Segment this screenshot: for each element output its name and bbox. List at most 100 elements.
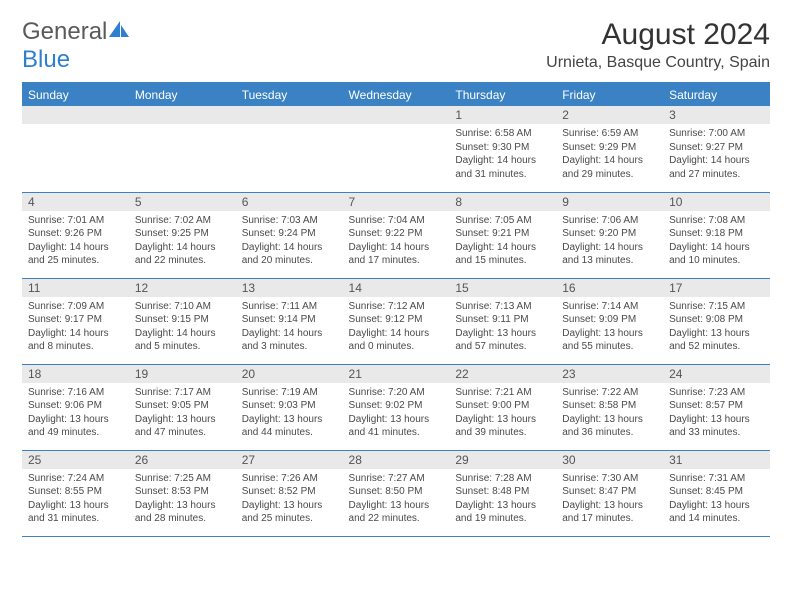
calendar-cell: 4Sunrise: 7:01 AMSunset: 9:26 PMDaylight… xyxy=(22,192,129,278)
calendar-cell: 6Sunrise: 7:03 AMSunset: 9:24 PMDaylight… xyxy=(236,192,343,278)
sunset-text: Sunset: 9:09 PM xyxy=(562,313,657,327)
sunrise-text: Sunrise: 7:17 AM xyxy=(135,386,230,400)
sunset-text: Sunset: 9:15 PM xyxy=(135,313,230,327)
day-data: Sunrise: 7:06 AMSunset: 9:20 PMDaylight:… xyxy=(556,211,663,272)
calendar-cell: 1Sunrise: 6:58 AMSunset: 9:30 PMDaylight… xyxy=(449,106,556,192)
sunrise-text: Sunrise: 7:28 AM xyxy=(455,472,550,486)
sunset-text: Sunset: 9:20 PM xyxy=(562,227,657,241)
day-number: 3 xyxy=(663,106,770,124)
sunset-text: Sunset: 8:55 PM xyxy=(28,485,123,499)
day-number: 15 xyxy=(449,279,556,297)
day-number: 30 xyxy=(556,451,663,469)
daylight-text: Daylight: 13 hours and 17 minutes. xyxy=(562,499,657,526)
sunrise-text: Sunrise: 7:16 AM xyxy=(28,386,123,400)
calendar-row: 18Sunrise: 7:16 AMSunset: 9:06 PMDayligh… xyxy=(22,364,770,450)
calendar-cell: 11Sunrise: 7:09 AMSunset: 9:17 PMDayligh… xyxy=(22,278,129,364)
day-number: 9 xyxy=(556,193,663,211)
daylight-text: Daylight: 13 hours and 39 minutes. xyxy=(455,413,550,440)
calendar-cell: 19Sunrise: 7:17 AMSunset: 9:05 PMDayligh… xyxy=(129,364,236,450)
day-data: Sunrise: 7:31 AMSunset: 8:45 PMDaylight:… xyxy=(663,469,770,530)
sunset-text: Sunset: 8:57 PM xyxy=(669,399,764,413)
calendar-cell: 12Sunrise: 7:10 AMSunset: 9:15 PMDayligh… xyxy=(129,278,236,364)
daylight-text: Daylight: 13 hours and 25 minutes. xyxy=(242,499,337,526)
sunset-text: Sunset: 9:00 PM xyxy=(455,399,550,413)
day-number: 8 xyxy=(449,193,556,211)
calendar-cell: 7Sunrise: 7:04 AMSunset: 9:22 PMDaylight… xyxy=(343,192,450,278)
day-number: 27 xyxy=(236,451,343,469)
sunrise-text: Sunrise: 7:26 AM xyxy=(242,472,337,486)
calendar-row: 25Sunrise: 7:24 AMSunset: 8:55 PMDayligh… xyxy=(22,450,770,536)
day-number: 11 xyxy=(22,279,129,297)
day-number: 24 xyxy=(663,365,770,383)
daylight-text: Daylight: 13 hours and 47 minutes. xyxy=(135,413,230,440)
day-data: Sunrise: 7:14 AMSunset: 9:09 PMDaylight:… xyxy=(556,297,663,358)
weekday-header: Thursday xyxy=(449,83,556,106)
day-data: Sunrise: 7:22 AMSunset: 8:58 PMDaylight:… xyxy=(556,383,663,444)
calendar-row: 11Sunrise: 7:09 AMSunset: 9:17 PMDayligh… xyxy=(22,278,770,364)
day-data: Sunrise: 7:23 AMSunset: 8:57 PMDaylight:… xyxy=(663,383,770,444)
sunrise-text: Sunrise: 7:31 AM xyxy=(669,472,764,486)
day-data: Sunrise: 6:58 AMSunset: 9:30 PMDaylight:… xyxy=(449,124,556,185)
daylight-text: Daylight: 13 hours and 57 minutes. xyxy=(455,327,550,354)
calendar-cell: 20Sunrise: 7:19 AMSunset: 9:03 PMDayligh… xyxy=(236,364,343,450)
daylight-text: Daylight: 13 hours and 33 minutes. xyxy=(669,413,764,440)
day-data: Sunrise: 7:16 AMSunset: 9:06 PMDaylight:… xyxy=(22,383,129,444)
sunrise-text: Sunrise: 7:09 AM xyxy=(28,300,123,314)
day-data: Sunrise: 7:19 AMSunset: 9:03 PMDaylight:… xyxy=(236,383,343,444)
day-data: Sunrise: 7:00 AMSunset: 9:27 PMDaylight:… xyxy=(663,124,770,185)
day-data: Sunrise: 7:12 AMSunset: 9:12 PMDaylight:… xyxy=(343,297,450,358)
daylight-text: Daylight: 13 hours and 49 minutes. xyxy=(28,413,123,440)
daylight-text: Daylight: 14 hours and 13 minutes. xyxy=(562,241,657,268)
calendar-cell: 25Sunrise: 7:24 AMSunset: 8:55 PMDayligh… xyxy=(22,450,129,536)
calendar-cell: 23Sunrise: 7:22 AMSunset: 8:58 PMDayligh… xyxy=(556,364,663,450)
calendar-cell: 17Sunrise: 7:15 AMSunset: 9:08 PMDayligh… xyxy=(663,278,770,364)
sunset-text: Sunset: 9:02 PM xyxy=(349,399,444,413)
day-number: 20 xyxy=(236,365,343,383)
weekday-header: Sunday xyxy=(22,83,129,106)
day-data: Sunrise: 7:28 AMSunset: 8:48 PMDaylight:… xyxy=(449,469,556,530)
sunrise-text: Sunrise: 7:00 AM xyxy=(669,127,764,141)
day-number: 6 xyxy=(236,193,343,211)
weekday-header: Friday xyxy=(556,83,663,106)
sunrise-text: Sunrise: 7:23 AM xyxy=(669,386,764,400)
day-data: Sunrise: 7:02 AMSunset: 9:25 PMDaylight:… xyxy=(129,211,236,272)
brand-part1: General xyxy=(22,18,107,45)
day-number: 4 xyxy=(22,193,129,211)
day-number: 28 xyxy=(343,451,450,469)
day-data: Sunrise: 7:10 AMSunset: 9:15 PMDaylight:… xyxy=(129,297,236,358)
calendar-cell: 16Sunrise: 7:14 AMSunset: 9:09 PMDayligh… xyxy=(556,278,663,364)
calendar-cell: 29Sunrise: 7:28 AMSunset: 8:48 PMDayligh… xyxy=(449,450,556,536)
sunrise-text: Sunrise: 7:03 AM xyxy=(242,214,337,228)
weekday-header: Tuesday xyxy=(236,83,343,106)
calendar-cell: 10Sunrise: 7:08 AMSunset: 9:18 PMDayligh… xyxy=(663,192,770,278)
calendar-cell: 30Sunrise: 7:30 AMSunset: 8:47 PMDayligh… xyxy=(556,450,663,536)
calendar-cell xyxy=(236,106,343,192)
sunrise-text: Sunrise: 7:12 AM xyxy=(349,300,444,314)
sunrise-text: Sunrise: 7:06 AM xyxy=(562,214,657,228)
empty-day xyxy=(343,106,450,124)
calendar-table: SundayMondayTuesdayWednesdayThursdayFrid… xyxy=(22,82,770,537)
daylight-text: Daylight: 14 hours and 22 minutes. xyxy=(135,241,230,268)
day-data: Sunrise: 7:24 AMSunset: 8:55 PMDaylight:… xyxy=(22,469,129,530)
calendar-cell: 26Sunrise: 7:25 AMSunset: 8:53 PMDayligh… xyxy=(129,450,236,536)
sunset-text: Sunset: 8:50 PM xyxy=(349,485,444,499)
sunset-text: Sunset: 9:12 PM xyxy=(349,313,444,327)
day-data: Sunrise: 7:13 AMSunset: 9:11 PMDaylight:… xyxy=(449,297,556,358)
empty-day xyxy=(22,106,129,124)
sunset-text: Sunset: 9:14 PM xyxy=(242,313,337,327)
day-data: Sunrise: 7:20 AMSunset: 9:02 PMDaylight:… xyxy=(343,383,450,444)
daylight-text: Daylight: 13 hours and 22 minutes. xyxy=(349,499,444,526)
weekday-header: Monday xyxy=(129,83,236,106)
sunset-text: Sunset: 9:03 PM xyxy=(242,399,337,413)
day-data: Sunrise: 7:21 AMSunset: 9:00 PMDaylight:… xyxy=(449,383,556,444)
day-number: 12 xyxy=(129,279,236,297)
calendar-cell: 28Sunrise: 7:27 AMSunset: 8:50 PMDayligh… xyxy=(343,450,450,536)
daylight-text: Daylight: 13 hours and 55 minutes. xyxy=(562,327,657,354)
calendar-cell: 5Sunrise: 7:02 AMSunset: 9:25 PMDaylight… xyxy=(129,192,236,278)
weekday-header: Wednesday xyxy=(343,83,450,106)
sunset-text: Sunset: 9:29 PM xyxy=(562,141,657,155)
daylight-text: Daylight: 14 hours and 20 minutes. xyxy=(242,241,337,268)
day-data: Sunrise: 7:08 AMSunset: 9:18 PMDaylight:… xyxy=(663,211,770,272)
sunrise-text: Sunrise: 7:04 AM xyxy=(349,214,444,228)
brand-logo: GeneralBlue xyxy=(22,18,131,74)
